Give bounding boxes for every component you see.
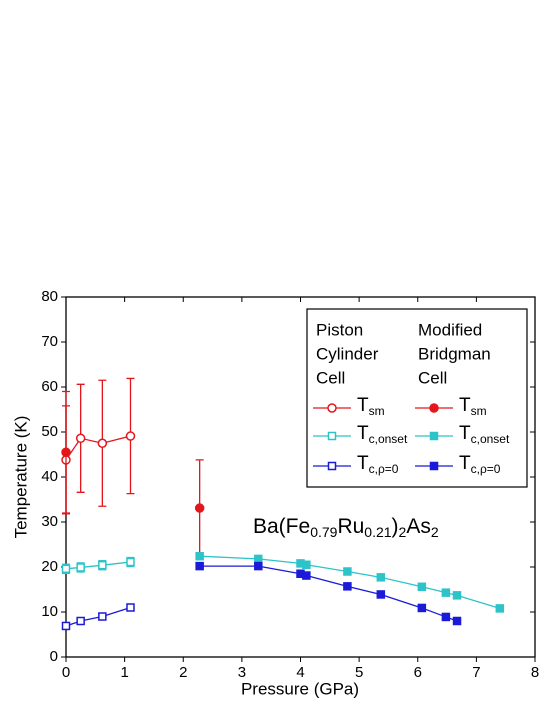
legend-label: Tc,ρ=0 [357,453,399,476]
marker [126,557,135,567]
y-tick-label: 30 [41,513,58,530]
marker [302,571,311,580]
y-tick-label: 60 [41,378,58,395]
legend-header: Piston [316,320,363,339]
marker [254,561,263,571]
legend-label: Tc,onset [459,423,510,446]
legend-label: Tsm [357,395,385,418]
marker [302,560,311,569]
marker [76,563,85,572]
marker [343,567,352,576]
series-line [199,565,458,622]
marker [61,621,71,631]
legend-name: T [357,453,369,474]
marker [194,503,205,513]
marker [417,603,427,613]
legend-marker [327,461,337,471]
legend-label: Tc,onset [357,423,408,446]
marker [376,573,386,582]
x-tick-label: 2 [179,664,187,681]
marker [195,551,204,561]
legend-marker [327,431,337,441]
marker [441,612,451,622]
legend-header: Bridgman [418,344,491,363]
x-tick-label: 0 [62,664,70,681]
marker [97,438,108,448]
marker [195,561,204,571]
y-tick-label: 50 [41,423,58,440]
legend-label: Tc,ρ=0 [459,453,501,476]
legend-label: Tsm [459,395,487,418]
y-tick-label: 40 [41,468,58,485]
annotation-part: As [406,515,431,538]
x-tick-label: 4 [296,664,304,681]
marker [76,616,85,626]
marker [441,588,451,597]
legend-marker [429,461,439,471]
x-tick-label: 7 [472,664,480,681]
y-axis-label: Temperature (K) [11,416,30,539]
x-axis-label: Pressure (GPa) [241,679,359,698]
annotation-part: Ba(Fe [253,515,310,538]
marker [376,590,386,599]
legend-name: T [459,453,471,474]
y-tick-label: 0 [50,648,58,665]
marker [452,616,462,626]
legend-name: T [357,395,369,416]
legend-subscript: c,onset [471,432,510,446]
annotation-part: 0.79 [310,524,337,540]
x-tick-label: 1 [120,664,128,681]
legend-subscript: c,ρ=0 [471,462,501,476]
series-line [65,606,131,627]
marker [61,564,71,574]
marker [98,612,107,621]
x-tick-label: 3 [238,664,246,681]
legend-header: Modified [418,320,482,339]
legend-marker [429,403,439,413]
legend-subscript: c,onset [369,432,408,446]
marker [126,603,135,612]
legend-name: T [459,423,471,444]
marker [61,447,71,457]
legend-header: Cell [418,368,447,387]
legend-name: T [459,395,471,416]
legend-name: T [357,423,369,444]
legend-marker [429,431,439,441]
x-tick-label: 6 [414,664,422,681]
marker [343,582,352,591]
legend-box [306,308,528,488]
annotation-part: 0.21 [364,524,391,540]
marker [125,431,136,441]
series-line [65,435,131,461]
y-tick-label: 70 [41,333,58,350]
annotation-part: 2 [399,524,407,540]
legend-header: Cell [316,368,345,387]
x-tick-label: 5 [355,664,363,681]
marker [75,433,86,444]
annotation-part: ) [392,515,399,538]
marker [495,604,505,613]
marker [98,560,107,570]
annotation-part: 2 [431,524,439,540]
y-tick-label: 20 [41,558,58,575]
marker [452,591,462,600]
legend-subscript: c,ρ=0 [369,462,399,476]
legend-marker [327,403,337,413]
y-tick-label: 80 [41,288,58,305]
y-tick-label: 10 [41,603,58,620]
series-line [199,555,501,610]
marker [417,582,427,592]
series-line [65,561,131,570]
legend-subscript: sm [471,404,487,418]
annotation: Ba(Fe0.79Ru0.21)2As2 [253,515,439,540]
marker [254,554,263,564]
x-tick-label: 8 [531,664,539,681]
legend-subscript: sm [369,404,385,418]
annotation-part: Ru [337,515,364,538]
legend-header: Cylinder [316,344,379,363]
